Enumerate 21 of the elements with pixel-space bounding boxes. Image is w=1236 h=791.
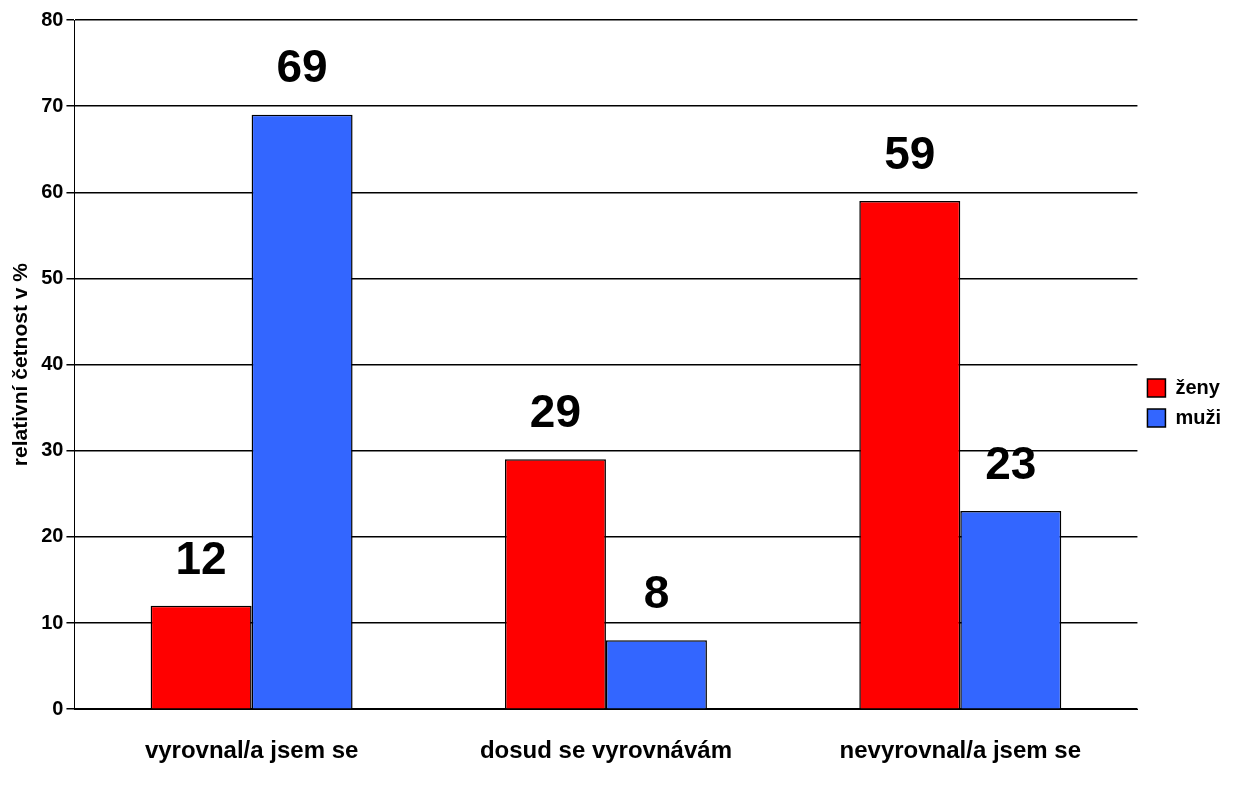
y-tick-label: 0 — [52, 696, 64, 719]
y-tick-label: 20 — [41, 524, 64, 547]
y-axis-title: relativní četnost v % — [8, 262, 32, 467]
x-tick-label: vyrovnal/a jsem se — [144, 736, 359, 764]
data-label: 12 — [175, 531, 227, 584]
x-tick-label: nevyrovnal/a jsem se — [839, 736, 1082, 764]
data-label: 69 — [276, 40, 328, 93]
y-tick-label: 70 — [41, 93, 64, 116]
y-tick-label: 10 — [41, 610, 64, 633]
y-tick-label: 40 — [41, 352, 64, 375]
y-tick-label: 80 — [41, 7, 64, 30]
data-label: 23 — [985, 436, 1037, 489]
legend-label: muži — [1175, 405, 1222, 428]
data-label: 59 — [884, 126, 936, 179]
data-label: 8 — [643, 565, 670, 618]
y-tick-label: 60 — [41, 179, 64, 202]
x-tick-label: dosud se vyrovnávám — [479, 736, 732, 764]
legend-label: ženy — [1175, 375, 1221, 398]
data-label: 29 — [529, 385, 582, 438]
y-tick-label: 30 — [41, 438, 64, 461]
y-tick-label: 50 — [41, 265, 64, 288]
